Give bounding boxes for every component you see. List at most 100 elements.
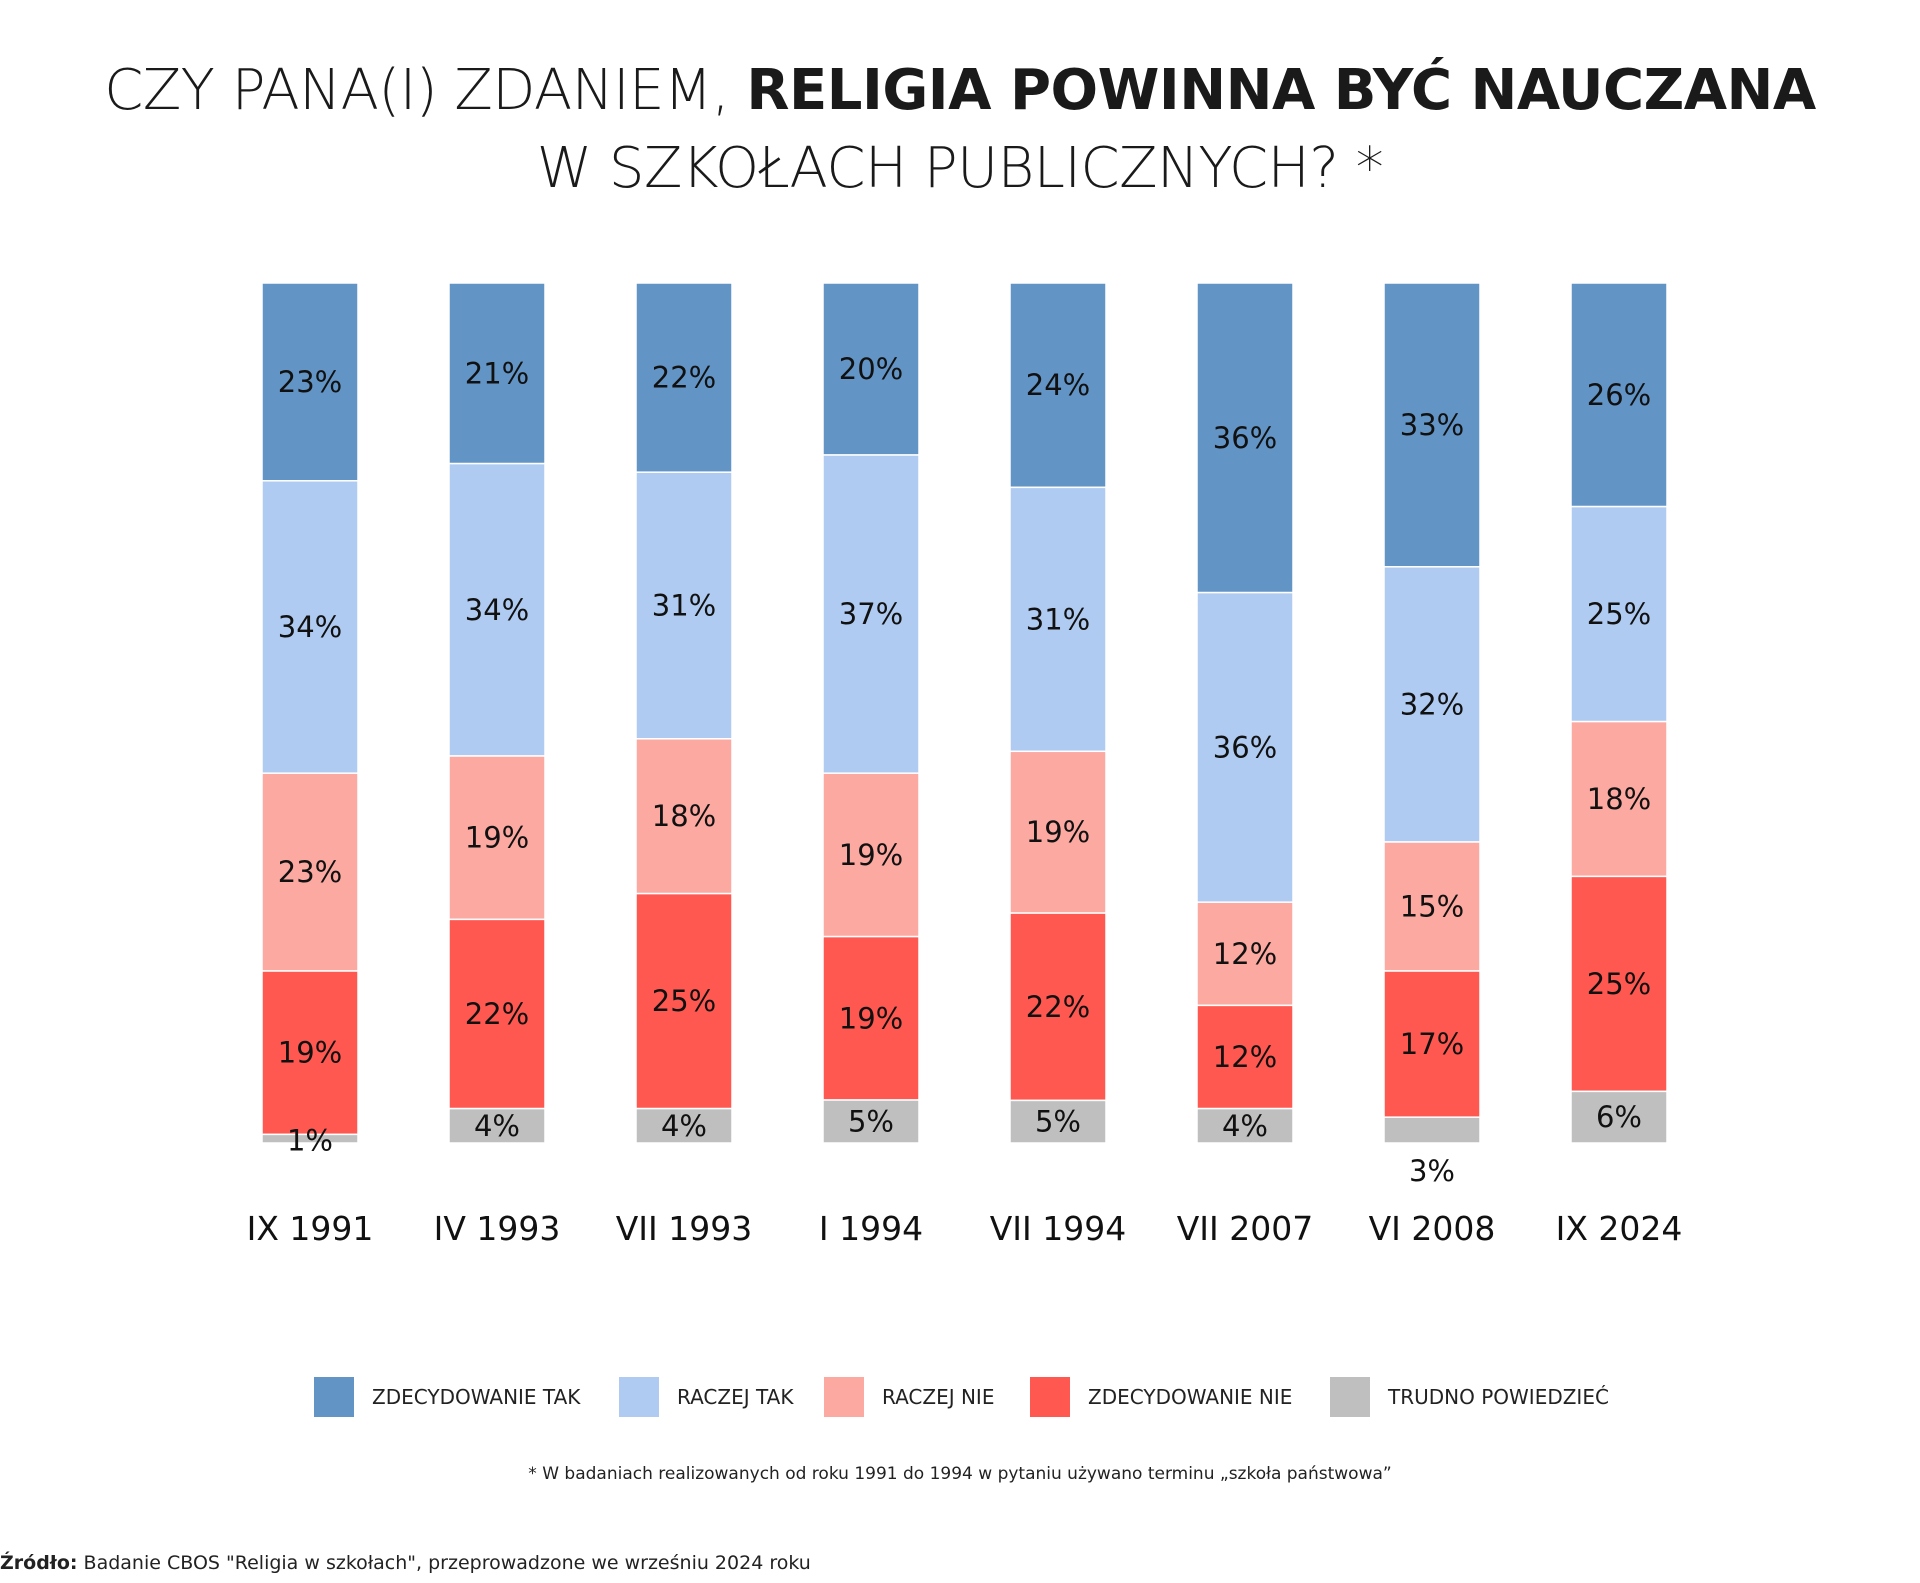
bar-stack-ix-2024: 26% 25% 18% 25% 6% [1570,282,1668,1144]
category-label: VII 1994 [990,1209,1127,1248]
bar-stack-vii-1994: 24% 31% 19% 22% 5% [1009,282,1107,1144]
source-text: Badanie CBOS "Religia w szkołach", przep… [77,1552,811,1574]
legend-item-trudno-powiedziec: TRUDNO POWIEDZIEĆ [1330,1376,1609,1418]
data-label: 3% [1409,1154,1455,1188]
bar-segment-zdecydowanie-tak [261,282,359,482]
bar-segment-zdecydowanie-tak [1570,282,1668,508]
data-label: 20% [839,352,903,386]
data-label: 31% [1026,602,1090,636]
category-label: IV 1993 [434,1209,561,1248]
bar-segment-zdecydowanie-tak [822,282,920,456]
bar-stack-i-1994: 20% 37% 19% 19% 5% [822,282,920,1144]
data-label: 21% [465,356,529,390]
bar-segment-raczej-tak [1383,566,1481,843]
category-label: VI 2008 [1369,1209,1496,1248]
bar-segment-raczej-nie [635,738,733,895]
bar-segment-raczej-tak [1570,505,1668,723]
bar-segment-raczej-nie [1383,841,1481,972]
data-label: 18% [1587,782,1651,816]
bar-segment-trudno-powiedziec [1570,1090,1668,1144]
title-bold-part: RELIGIA POWINNA BYĆ NAUCZANA [746,58,1816,123]
bar-segment-trudno-powiedziec [822,1099,920,1144]
data-label: 17% [1400,1027,1464,1061]
data-label: 12% [1213,937,1277,971]
bar-segment-zdecydowanie-tak [635,282,733,473]
bar-segment-trudno-powiedziec [1196,1107,1294,1144]
bar-stack-vii-2007: 36% 36% 12% 12% 4% [1196,282,1294,1144]
legend-swatch [619,1377,659,1417]
category-label: I 1994 [819,1209,923,1248]
bar-segment-trudno-powiedziec [448,1107,546,1144]
data-label: 37% [839,597,903,631]
category-label: IX 1991 [247,1209,374,1248]
legend-item-zdecydowanie-tak: ZDECYDOWANIE TAK [314,1376,580,1418]
bar-segment-zdecydowanie-tak [1196,282,1294,594]
title-line-1: CZY PANA(I) ZDANIEM, RELIGIA POWINNA BYĆ… [0,52,1920,130]
legend-swatch [314,1377,354,1417]
data-label: 25% [1587,597,1651,631]
data-label: 19% [839,1001,903,1035]
data-label: 23% [278,365,342,399]
bar-segment-zdecydowanie-tak [1009,282,1107,489]
legend-swatch [1030,1377,1070,1417]
category-label: VII 1993 [616,1209,753,1248]
data-label: 34% [278,610,342,644]
bar-segment-zdecydowanie-nie [448,918,546,1110]
data-label: 24% [1026,368,1090,402]
data-label: 25% [1587,967,1651,1001]
legend-item-raczej-tak: RACZEJ TAK [619,1376,793,1418]
data-label: 22% [1026,990,1090,1024]
title-light-part: CZY PANA(I) ZDANIEM, [104,58,747,123]
data-label: 19% [465,821,529,855]
data-label: 4% [661,1109,707,1143]
stacked-bar-chart: 23% 34% 23% 19% 1% IX 1991 21% 34% 19% 22% 4% IV 19… [247,282,1683,1248]
bar-segment-raczej-nie [1570,720,1668,878]
bar-stack-vi-2008: 33% 32% 15% 17% 3% [1383,282,1481,1188]
bar-segment-zdecydowanie-nie [635,892,733,1110]
bar-segment-raczej-tak [822,454,920,774]
data-label: 1% [287,1124,333,1158]
category-label: VII 2007 [1177,1209,1314,1248]
data-label: 32% [1400,687,1464,721]
data-label: 5% [1035,1105,1081,1139]
legend-label: ZDECYDOWANIE NIE [1088,1385,1293,1409]
data-label: 25% [652,984,716,1018]
data-label: 18% [652,799,716,833]
data-label: 19% [1026,815,1090,849]
bar-segment-raczej-tak [1009,486,1107,753]
legend-label: RACZEJ NIE [882,1385,995,1409]
data-label: 31% [652,589,716,623]
data-label: 22% [465,997,529,1031]
title-line-2: W SZKOŁACH PUBLICZNYCH? * [536,136,1384,201]
data-label: 19% [278,1036,342,1070]
bar-segment-zdecydowanie-nie [1009,912,1107,1102]
data-label: 22% [652,361,716,395]
data-label: 4% [474,1109,520,1143]
legend-label: ZDECYDOWANIE TAK [372,1385,581,1409]
legend-label: TRUDNO POWIEDZIEĆ [1388,1385,1609,1409]
bar-segment-trudno-powiedziec [1383,1116,1481,1144]
bar-segment-zdecydowanie-nie [1196,1004,1294,1110]
bar-segment-zdecydowanie-tak [448,282,546,465]
chart-title: CZY PANA(I) ZDANIEM, RELIGIA POWINNA BYĆ… [0,52,1920,208]
bar-segment-zdecydowanie-nie [822,935,920,1101]
legend-item-raczej-nie: RACZEJ NIE [824,1376,994,1418]
chart-legend: ZDECYDOWANIE TAK RACZEJ TAK RACZEJ NIE Z… [0,1376,1920,1418]
data-label: 23% [278,855,342,889]
data-label: 4% [1222,1109,1268,1143]
data-label: 15% [1400,890,1464,924]
data-label: 19% [839,838,903,872]
data-label: 34% [465,593,529,627]
bar-segment-trudno-powiedziec [261,1133,359,1144]
source-note: Źródło: Badanie CBOS "Religia w szkołach… [0,1552,811,1574]
data-label: 6% [1596,1100,1642,1134]
bar-segment-zdecydowanie-nie [1383,970,1481,1118]
source-label: Źródło: [0,1552,78,1574]
bar-segment-trudno-powiedziec [635,1107,733,1144]
category-label: IX 2024 [1556,1209,1683,1248]
bar-segment-raczej-nie [1009,750,1107,914]
legend-swatch [824,1377,864,1417]
bar-segment-raczej-nie [1196,901,1294,1007]
bar-stack-iv-1993: 21% 34% 19% 22% 4% [448,282,546,1144]
data-label: 26% [1587,378,1651,412]
